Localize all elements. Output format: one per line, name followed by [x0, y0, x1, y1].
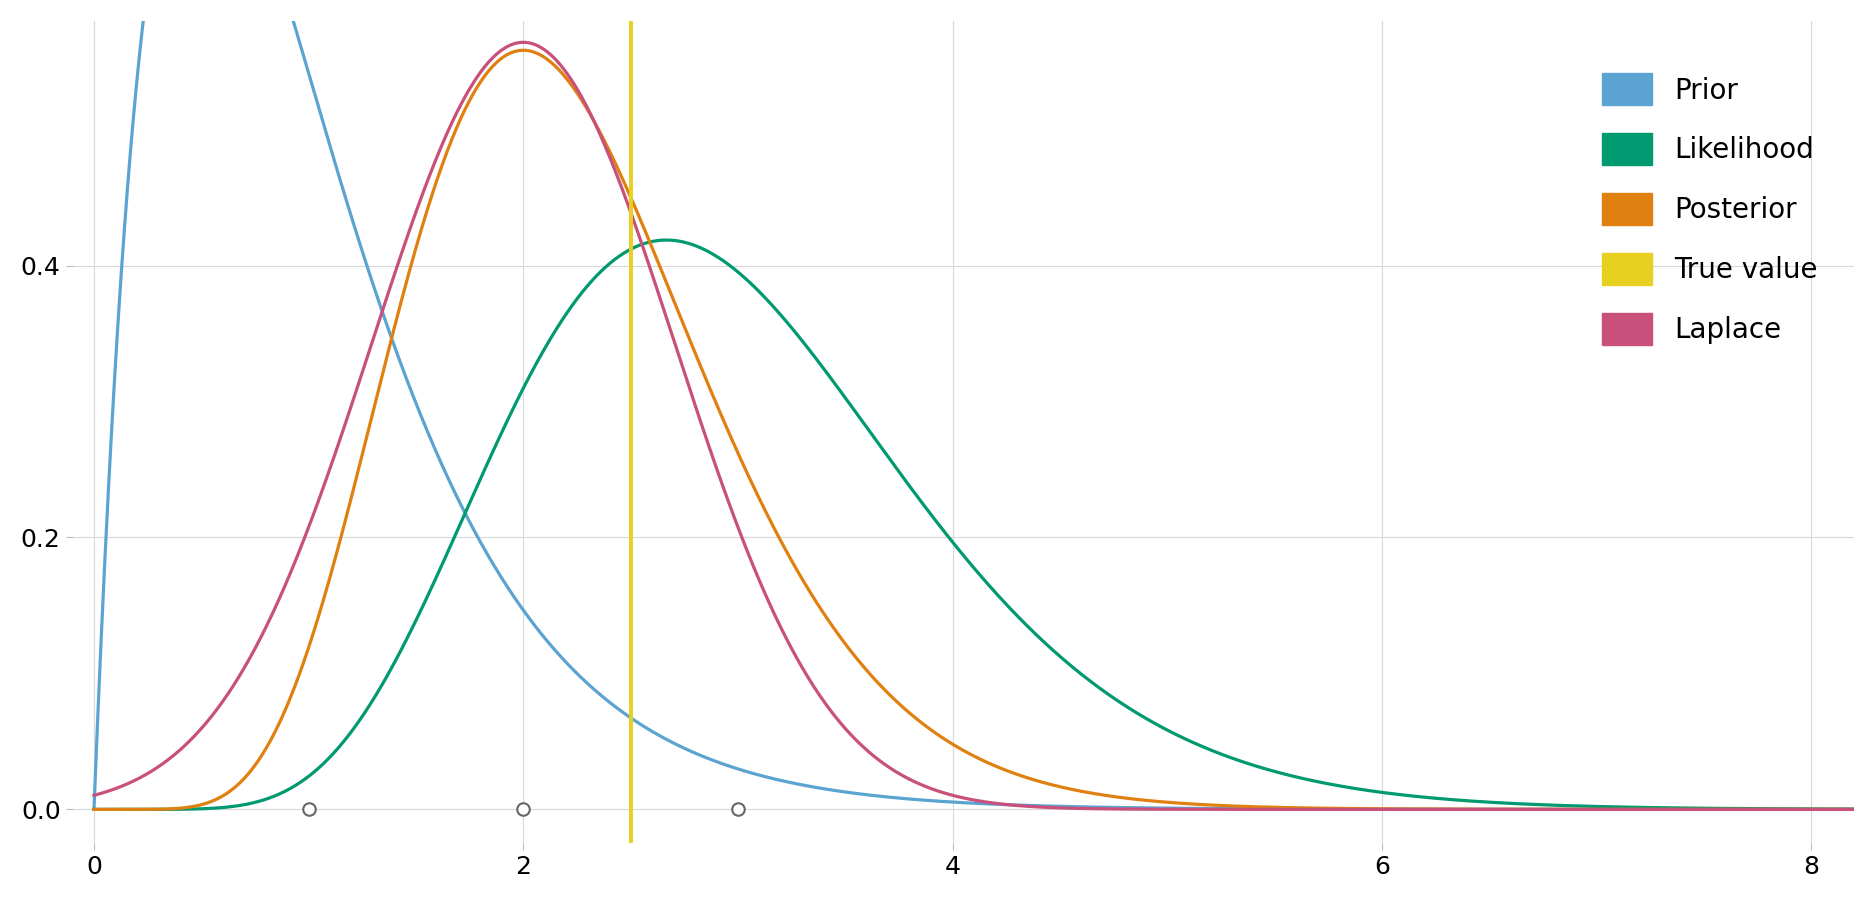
Legend: Prior, Likelihood, Posterior, True value, Laplace: Prior, Likelihood, Posterior, True value…: [1588, 59, 1832, 359]
